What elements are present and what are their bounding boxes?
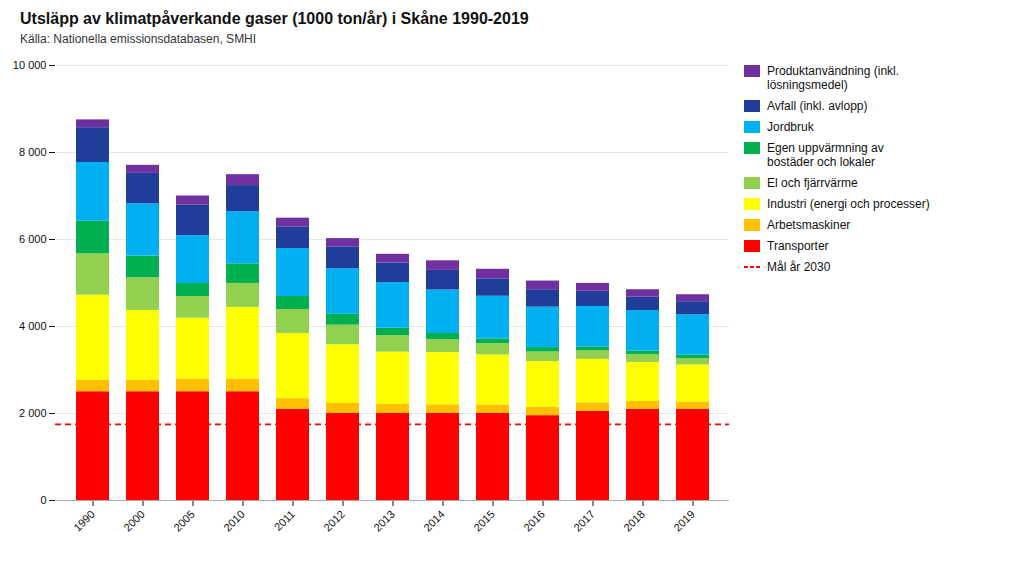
svg-text:2 000: 2 000	[19, 407, 47, 419]
svg-text:2019: 2019	[671, 508, 697, 534]
svg-text:2000: 2000	[121, 508, 147, 534]
svg-text:10 000: 10 000	[13, 59, 47, 71]
html-text:Källa: Nationella emissionsdat: Källa: Nationella emissionsdatabasen, SM…	[20, 32, 257, 46]
svg-text:4 000: 4 000	[19, 320, 47, 332]
svg-text:2011: 2011	[272, 508, 297, 533]
svg-text:8 000: 8 000	[19, 146, 47, 158]
svg-text:0: 0	[40, 494, 46, 506]
svg-text:6 000: 6 000	[19, 233, 47, 245]
svg-text:2015: 2015	[471, 508, 497, 534]
svg-text:2013: 2013	[371, 508, 397, 534]
html-text:El och fjärrvärme: El och fjärrvärme	[767, 176, 858, 190]
html-text:Utsläpp av klimatpåverkande ga: Utsläpp av klimatpåverkande gaser (1000 …	[20, 10, 529, 27]
svg-text:2005: 2005	[171, 508, 197, 534]
svg-text:2016: 2016	[521, 508, 547, 534]
html-text:Transporter: Transporter	[767, 239, 829, 253]
svg-text:2018: 2018	[621, 508, 647, 534]
svg-text:2010: 2010	[221, 508, 247, 534]
html-text:Produktanvändning (inkl. lösni: Produktanvändning (inkl. lösningsmedel)	[767, 64, 900, 92]
svg-text:2014: 2014	[421, 508, 447, 534]
html-text:Arbetsmaskiner: Arbetsmaskiner	[767, 218, 851, 232]
html-text:Industri (energi och processer: Industri (energi och processer)	[767, 197, 930, 211]
html-text:Mål år 2030: Mål år 2030	[767, 260, 831, 274]
svg-text:1990: 1990	[71, 508, 97, 534]
html-text:Egen uppvärmning av bostäder o: Egen uppvärmning av bostäder och lokaler	[767, 141, 884, 169]
svg-text:2017: 2017	[571, 508, 597, 534]
html-text:Jordbruk: Jordbruk	[767, 120, 814, 134]
html-text:Avfall (inkl. avlopp): Avfall (inkl. avlopp)	[767, 99, 868, 113]
svg-text:2012: 2012	[321, 508, 347, 534]
